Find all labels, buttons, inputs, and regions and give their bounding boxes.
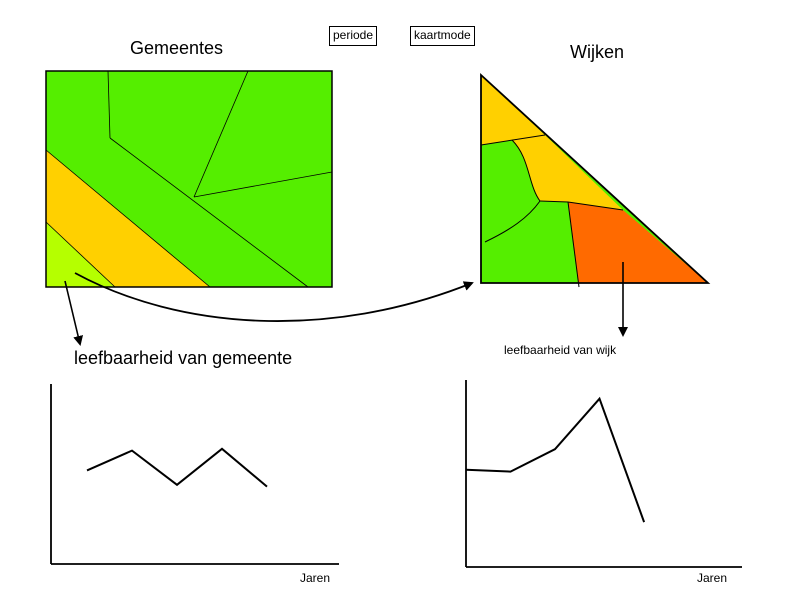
district-map-frame [480, 72, 711, 284]
municipality-liveability-caption: leefbaarheid van gemeente [74, 348, 293, 368]
district-borders [480, 134, 624, 288]
municipality-map-frame [45, 70, 333, 288]
districts-map[interactable] [480, 72, 711, 288]
left-chart-axes [50, 384, 339, 565]
districts-title: Wijken [570, 42, 625, 62]
left-chart-xlabel: Jaren [300, 571, 331, 585]
district-liveability-caption: leefbaarheid van wijk [504, 343, 617, 357]
district-region[interactable] [481, 75, 545, 145]
municipality-arrow [64, 280, 84, 346]
mapmode-button[interactable]: kaartmode [410, 26, 475, 46]
right-chart-xlabel: Jaren [697, 571, 728, 585]
municipality-borders [45, 70, 333, 288]
period-button[interactable]: periode [329, 26, 378, 46]
district-region[interactable] [568, 202, 708, 283]
left-chart-series-line [86, 447, 268, 488]
right-chart-series-line [465, 396, 646, 523]
district-region[interactable] [512, 135, 623, 210]
zoom-arrow [74, 272, 474, 322]
municipalities-title: Gemeentes [130, 38, 224, 58]
right-chart-axes [465, 380, 742, 568]
municipalities-map[interactable] [45, 70, 333, 288]
